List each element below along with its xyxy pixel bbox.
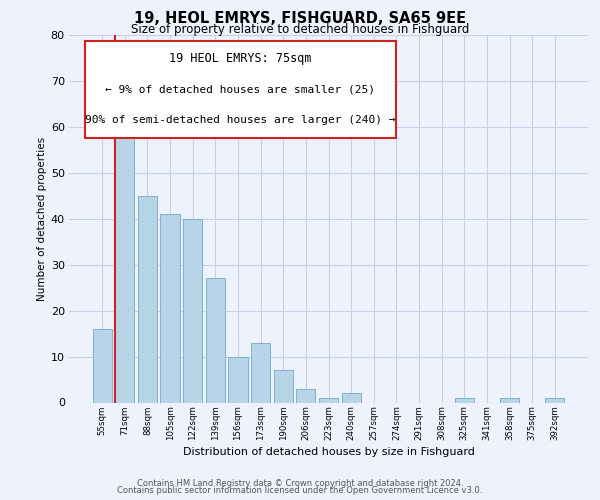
- Bar: [274, 370, 293, 402]
- X-axis label: Distribution of detached houses by size in Fishguard: Distribution of detached houses by size …: [182, 447, 475, 457]
- Text: ← 9% of detached houses are smaller (25): ← 9% of detached houses are smaller (25): [105, 84, 375, 94]
- Bar: [138, 196, 157, 402]
- Text: Contains public sector information licensed under the Open Government Licence v3: Contains public sector information licen…: [118, 486, 482, 495]
- Bar: [500, 398, 519, 402]
- Bar: [115, 118, 134, 403]
- Bar: [183, 219, 202, 402]
- Text: 19, HEOL EMRYS, FISHGUARD, SA65 9EE: 19, HEOL EMRYS, FISHGUARD, SA65 9EE: [134, 11, 466, 26]
- Bar: [229, 356, 248, 403]
- Bar: [160, 214, 180, 402]
- Bar: [455, 398, 474, 402]
- FancyBboxPatch shape: [85, 40, 396, 138]
- Bar: [206, 278, 225, 402]
- Bar: [319, 398, 338, 402]
- Bar: [341, 394, 361, 402]
- Text: Size of property relative to detached houses in Fishguard: Size of property relative to detached ho…: [131, 22, 469, 36]
- Bar: [251, 343, 270, 402]
- Text: 90% of semi-detached houses are larger (240) →: 90% of semi-detached houses are larger (…: [85, 116, 395, 126]
- Bar: [545, 398, 565, 402]
- Bar: [92, 329, 112, 402]
- Bar: [296, 388, 316, 402]
- Text: 19 HEOL EMRYS: 75sqm: 19 HEOL EMRYS: 75sqm: [169, 52, 311, 64]
- Y-axis label: Number of detached properties: Number of detached properties: [37, 136, 47, 301]
- Text: Contains HM Land Registry data © Crown copyright and database right 2024.: Contains HM Land Registry data © Crown c…: [137, 478, 463, 488]
